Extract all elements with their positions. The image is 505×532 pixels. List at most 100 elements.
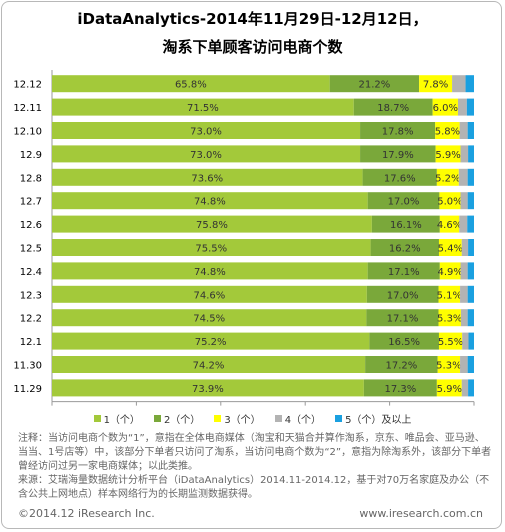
- bar-segment: [329, 75, 420, 93]
- bar-segment: [432, 98, 458, 116]
- data-label: 74.5%: [193, 314, 225, 325]
- data-label: 5.0%: [437, 197, 462, 208]
- bar-segment: [419, 75, 453, 93]
- bar-segment: [465, 75, 474, 93]
- legend-item: 5（个）及以上: [335, 411, 411, 426]
- bar-segment: [369, 332, 439, 350]
- bar-segment: [52, 122, 361, 139]
- data-label: 7.8%: [423, 80, 448, 91]
- category-label: 12.2: [20, 314, 42, 325]
- bar-segment: [367, 262, 440, 280]
- bar-segment: [52, 285, 367, 303]
- bar-segment: [460, 262, 468, 280]
- bar-segment: [460, 309, 468, 327]
- legend-label: 5（个）及以上: [345, 415, 412, 426]
- bar-segment: [366, 285, 439, 303]
- legend-item: 1（个）: [93, 411, 140, 426]
- legend-item: 3（个）: [214, 411, 261, 426]
- bar-segment: [457, 98, 467, 116]
- bar-segment: [467, 192, 474, 210]
- legend-swatch: [335, 415, 343, 422]
- bar-segment: [438, 332, 463, 350]
- data-label: 5.4%: [438, 244, 463, 255]
- bar-segment: [52, 168, 363, 186]
- category-label: 11.30: [13, 361, 42, 372]
- bar-segment: [468, 145, 474, 163]
- bar-segment: [467, 215, 474, 233]
- data-label: 17.0%: [387, 290, 419, 301]
- data-label: 17.2%: [386, 361, 418, 372]
- legend-swatch: [214, 415, 222, 422]
- data-label: 73.9%: [192, 384, 224, 395]
- chart-title-line-2: 淘系下单顾客访问电商个数: [162, 38, 343, 56]
- copyright-text: ©2014.12 iResearch Inc.: [18, 507, 155, 520]
- bar-segment: [460, 145, 469, 163]
- legend-item: 2（个）: [153, 411, 201, 426]
- bar-segment: [363, 379, 437, 397]
- data-label: 75.5%: [195, 244, 227, 255]
- bar-segment: [459, 122, 468, 139]
- bar-segment: [52, 98, 354, 116]
- bar-segment: [468, 379, 474, 397]
- legend-label: 3（个）: [224, 415, 261, 426]
- legend-swatch: [274, 415, 282, 422]
- legend-label: 2（个）: [163, 415, 201, 426]
- data-label: 5.3%: [436, 361, 461, 372]
- data-label: 16.2%: [389, 244, 421, 255]
- bar-segment: [467, 356, 474, 373]
- legend-item: 4（个）: [274, 411, 321, 426]
- bar-segment: [436, 168, 459, 186]
- bar-segment: [52, 379, 364, 397]
- bar-segment: [467, 122, 474, 139]
- data-label: 73.6%: [191, 173, 223, 184]
- data-label: 5.3%: [437, 314, 462, 325]
- legend-swatch: [153, 415, 161, 422]
- bar-segment: [435, 145, 461, 163]
- bar-segment: [52, 239, 371, 256]
- bar-segment: [360, 122, 436, 139]
- category-label: 12.9: [20, 150, 42, 161]
- category-label: 12.5: [20, 244, 42, 255]
- data-label: 17.3%: [384, 384, 416, 395]
- bar-segment: [52, 262, 368, 280]
- data-label: 18.7%: [377, 103, 409, 114]
- data-label: 17.1%: [388, 267, 420, 278]
- website-text: www.iresearch.com.cn: [359, 507, 483, 520]
- bar-segment: [367, 192, 440, 210]
- data-label: 17.0%: [388, 197, 420, 208]
- data-label: 73.0%: [190, 127, 222, 138]
- bar-segment: [459, 215, 468, 233]
- data-label: 65.8%: [175, 80, 207, 91]
- data-label: 17.9%: [382, 150, 414, 161]
- data-label: 16.5%: [388, 337, 420, 348]
- bar-segment: [461, 379, 469, 397]
- bar-segment: [52, 192, 368, 210]
- bar-segment: [466, 98, 474, 116]
- category-label: 12.8: [20, 173, 42, 184]
- bar-segment: [439, 262, 461, 280]
- stacked-bar-chart: 12.12 65.8% 21.2% 7.8% 12.11 71.5% 18.7% 6.0% 12…: [13, 70, 475, 406]
- category-label: 12.4: [20, 267, 42, 278]
- bar-segment: [52, 215, 372, 233]
- bar-segment: [362, 168, 437, 186]
- data-label: 5.8%: [435, 127, 460, 138]
- bar-segment: [360, 145, 436, 163]
- data-label: 4.9%: [437, 267, 462, 278]
- bar-segment: [371, 215, 440, 233]
- data-label: 74.8%: [194, 267, 226, 278]
- chart-source: 来源：艾瑞海量数据统计分析平台（iDataAnalytics）2014.11-2…: [18, 475, 490, 500]
- bar-segment: [468, 332, 474, 350]
- category-label: 12.1: [20, 337, 42, 348]
- data-label: 75.2%: [195, 337, 227, 348]
- bar-segment: [460, 192, 468, 210]
- chart-legend: 1（个） 2（个） 3（个） 4（个） 5（个）及以上: [0, 411, 505, 426]
- bar-segment: [52, 332, 370, 350]
- bar-segment: [436, 379, 462, 397]
- chart-note: 注释：当访问电商个数为“1”，意指在全体电商媒体（淘宝和天猫合并算作淘系，京东、…: [18, 433, 492, 472]
- data-label: 5.2%: [435, 173, 460, 184]
- category-label: 12.7: [20, 197, 42, 208]
- data-label: 5.5%: [438, 337, 463, 348]
- data-label: 4.6%: [437, 220, 462, 231]
- data-label: 71.5%: [187, 103, 219, 114]
- bar-segment: [439, 192, 461, 210]
